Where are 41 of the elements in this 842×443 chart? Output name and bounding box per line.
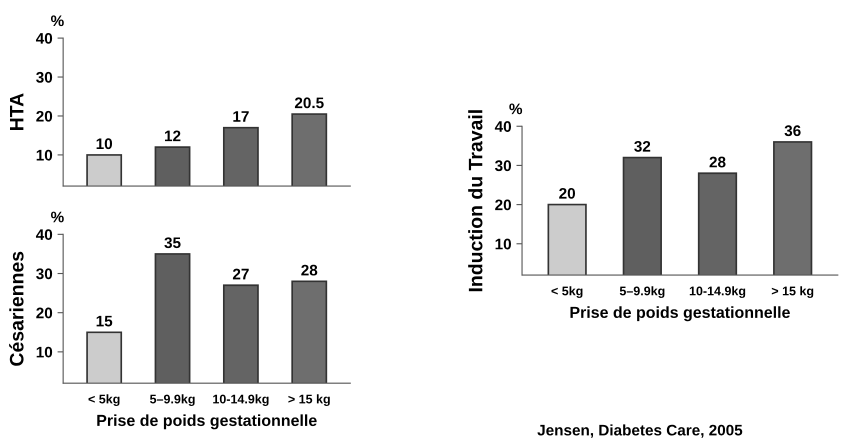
x-tick-label: 10-14.9kg xyxy=(213,394,269,406)
x-tick-label: > 15 kg xyxy=(288,394,330,406)
text: % xyxy=(509,104,522,114)
y-axis-title: HTA xyxy=(10,93,24,130)
data-label: 36 xyxy=(784,125,801,136)
y-tick-label: 10 xyxy=(36,346,52,358)
data-label: 32 xyxy=(634,140,650,152)
data-label: 12 xyxy=(164,130,180,142)
x-tick-label: < 5kg xyxy=(88,394,120,406)
y-axis-title: Césariennes xyxy=(9,252,24,366)
x-tick-label: > 15 kg xyxy=(772,286,814,298)
data-label: 28 xyxy=(710,156,726,168)
y-tick-label: 40 xyxy=(494,121,511,132)
y-axis-title: Induction du Travail xyxy=(468,110,482,292)
data-label: 20 xyxy=(559,188,576,199)
y-tick-label: 40 xyxy=(36,32,52,44)
data-label: 27 xyxy=(232,268,249,280)
x-axis-title: Prise de poids gestationnelle xyxy=(570,306,790,322)
y-tick-label: 20 xyxy=(36,308,52,318)
data-label: 35 xyxy=(164,237,181,248)
y-tick-label: 40 xyxy=(36,229,52,240)
x-tick-label: 5–9.9kg xyxy=(620,286,664,298)
x-tick-label: 10-14.9kg xyxy=(690,286,746,298)
y-tick-label: 30 xyxy=(36,268,52,280)
data-label: 20.5 xyxy=(294,97,324,108)
data-label: 15 xyxy=(96,316,112,326)
y-tick-label: 20 xyxy=(36,110,52,122)
data-label: 17 xyxy=(233,111,249,122)
y-tick-label: 10 xyxy=(496,238,511,250)
x-tick-label: 5–9.9kg xyxy=(150,394,195,406)
text: % xyxy=(50,15,64,26)
y-tick-label: 30 xyxy=(494,160,511,172)
text: Jensen, Diabetes Care, 2005 xyxy=(537,424,742,438)
y-tick-label: 20 xyxy=(495,199,511,210)
x-tick-label: < 5kg xyxy=(552,286,582,298)
y-tick-label: 10 xyxy=(36,150,52,161)
data-label: 10 xyxy=(96,138,112,150)
data-label: 28 xyxy=(301,264,318,276)
y-tick-label: 30 xyxy=(36,72,52,83)
x-axis-title: Prise de poids gestationnelle xyxy=(97,414,317,430)
text: % xyxy=(50,212,64,222)
